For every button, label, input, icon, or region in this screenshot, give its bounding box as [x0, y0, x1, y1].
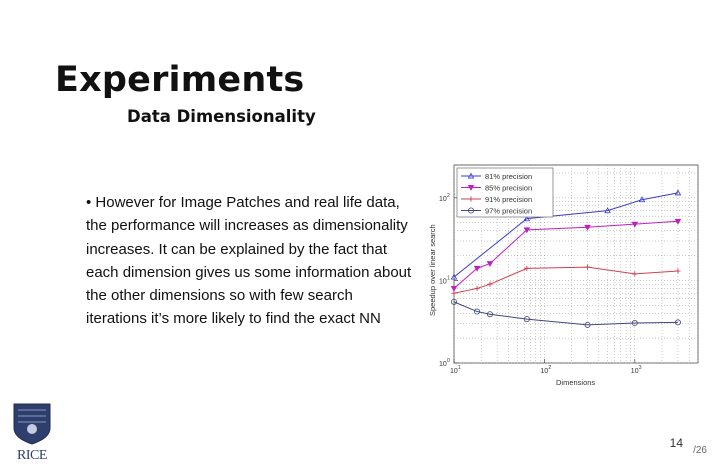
y-tick-label: 10 [439, 196, 447, 203]
y-tick-label: 10 [439, 361, 447, 368]
data-point [450, 285, 458, 292]
data-point [631, 320, 638, 327]
data-point [584, 321, 591, 328]
page-number: 14 [669, 436, 683, 450]
data-point [523, 316, 530, 323]
data-point [584, 264, 591, 270]
data-point [675, 268, 681, 274]
y-axis-label: Speedup over linear search [428, 224, 437, 316]
data-point [674, 319, 681, 326]
data-point [474, 308, 481, 315]
data-point [674, 189, 682, 196]
series-line [453, 192, 679, 278]
y-tick-label: 10 [439, 278, 447, 285]
data-point [486, 261, 494, 267]
bullet-text: • However for Image Patches and real lif… [86, 194, 412, 328]
data-point [467, 185, 475, 191]
data-point [523, 227, 531, 234]
series-line [453, 301, 678, 326]
x-tick-label: 10 [450, 368, 458, 375]
slide-title: Experiments [55, 60, 305, 100]
data-point [487, 281, 493, 287]
data-point [450, 298, 457, 305]
data-point [632, 271, 638, 277]
x-tick-exponent: 1 [458, 365, 461, 371]
logo-text: RICE [17, 448, 47, 462]
data-point [451, 290, 457, 296]
data-point [523, 215, 531, 222]
x-tick-exponent: 3 [639, 365, 642, 371]
data-point [674, 218, 682, 225]
data-point [584, 224, 591, 231]
x-axis-label: Dimensions [556, 378, 595, 387]
data-point [524, 265, 530, 271]
y-tick-exponent: 1 [447, 275, 450, 281]
data-point [467, 172, 475, 179]
data-point [468, 196, 474, 202]
x-tick-label: 10 [540, 368, 548, 375]
slide-subtitle: Data Dimensionality [127, 107, 316, 126]
data-point [473, 265, 481, 272]
data-point [474, 285, 480, 292]
legend-entry: 81% precision [485, 172, 532, 181]
page-total: /26 [693, 445, 707, 456]
x-tick-label: 10 [631, 368, 639, 375]
legend-entry: 91% precision [485, 195, 532, 204]
rice-logo: RICE [13, 403, 51, 462]
x-tick-exponent: 2 [548, 365, 551, 371]
data-point [450, 273, 458, 280]
legend-entry: 97% precision [485, 206, 532, 215]
y-tick-exponent: 2 [447, 193, 450, 199]
y-tick-exponent: 0 [447, 358, 450, 364]
data-point [604, 207, 611, 214]
legend-entry: 85% precision [485, 183, 532, 192]
data-point [638, 196, 646, 203]
data-point [486, 311, 493, 318]
data-point [468, 207, 475, 214]
data-point [631, 221, 639, 228]
